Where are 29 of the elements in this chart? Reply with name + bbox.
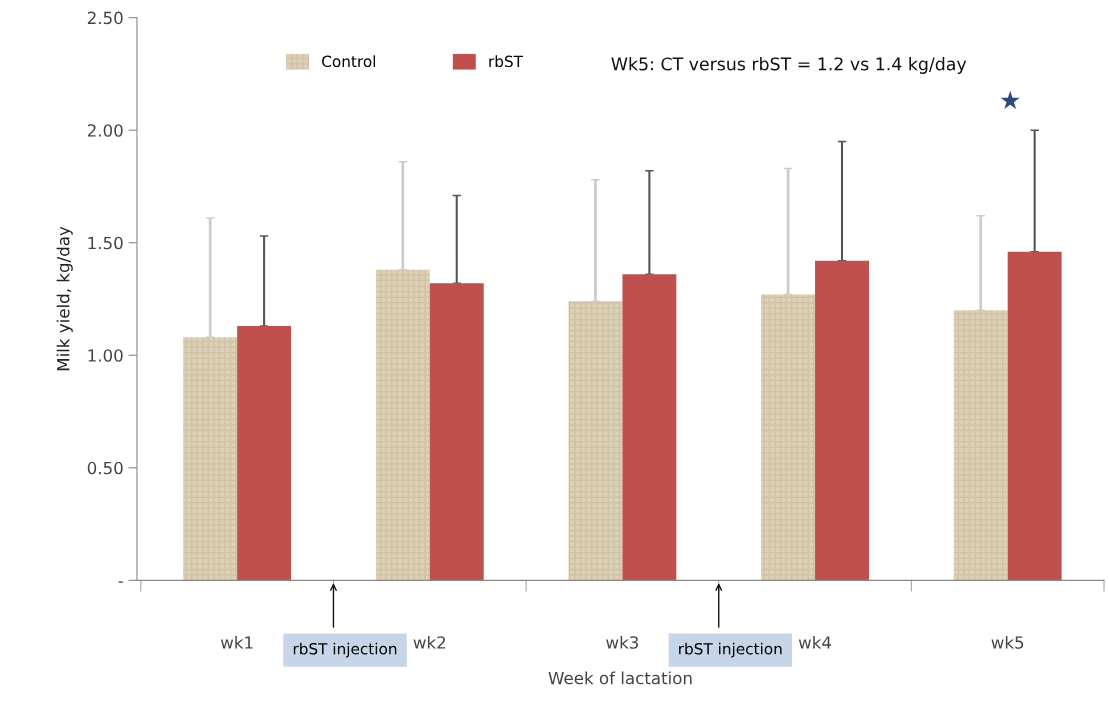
bar xyxy=(953,310,1008,581)
x-axis-title: Week of lactation xyxy=(548,671,692,685)
text: rbST injection xyxy=(679,642,782,658)
legend-label: rbST xyxy=(489,55,524,68)
bar xyxy=(815,260,869,581)
y-tick-label: 2.50 xyxy=(87,11,123,25)
annotation: Wk5: CT versus rbST = 1.2 vs 1.4 kg/day xyxy=(611,57,967,74)
y-tick-label: 0.50 xyxy=(87,461,123,475)
annotation: ★ xyxy=(1000,90,1020,110)
bar xyxy=(237,326,292,581)
x-tick-label: wk1 xyxy=(220,635,253,649)
bar xyxy=(429,283,484,581)
bar xyxy=(622,274,677,581)
y-tick-label: - xyxy=(118,581,123,583)
bar xyxy=(375,269,430,581)
y-axis-title: Milk yield, kg/day xyxy=(56,226,73,371)
bar xyxy=(1007,251,1062,581)
y-tick-label: 1.00 xyxy=(88,349,123,362)
legend-label: Control xyxy=(322,55,376,68)
text: rbST injection xyxy=(293,642,397,658)
y-tick-label: 1.50 xyxy=(88,236,123,250)
x-tick-label: wk5 xyxy=(991,635,1024,649)
x-tick-label: wk3 xyxy=(606,635,639,649)
x-tick-label: wk4 xyxy=(798,635,832,649)
x-tick-label: wk2 xyxy=(413,635,446,649)
bar xyxy=(568,301,623,581)
bar xyxy=(183,337,238,581)
bar xyxy=(761,294,816,581)
y-tick-label: 2.00 xyxy=(87,124,123,137)
